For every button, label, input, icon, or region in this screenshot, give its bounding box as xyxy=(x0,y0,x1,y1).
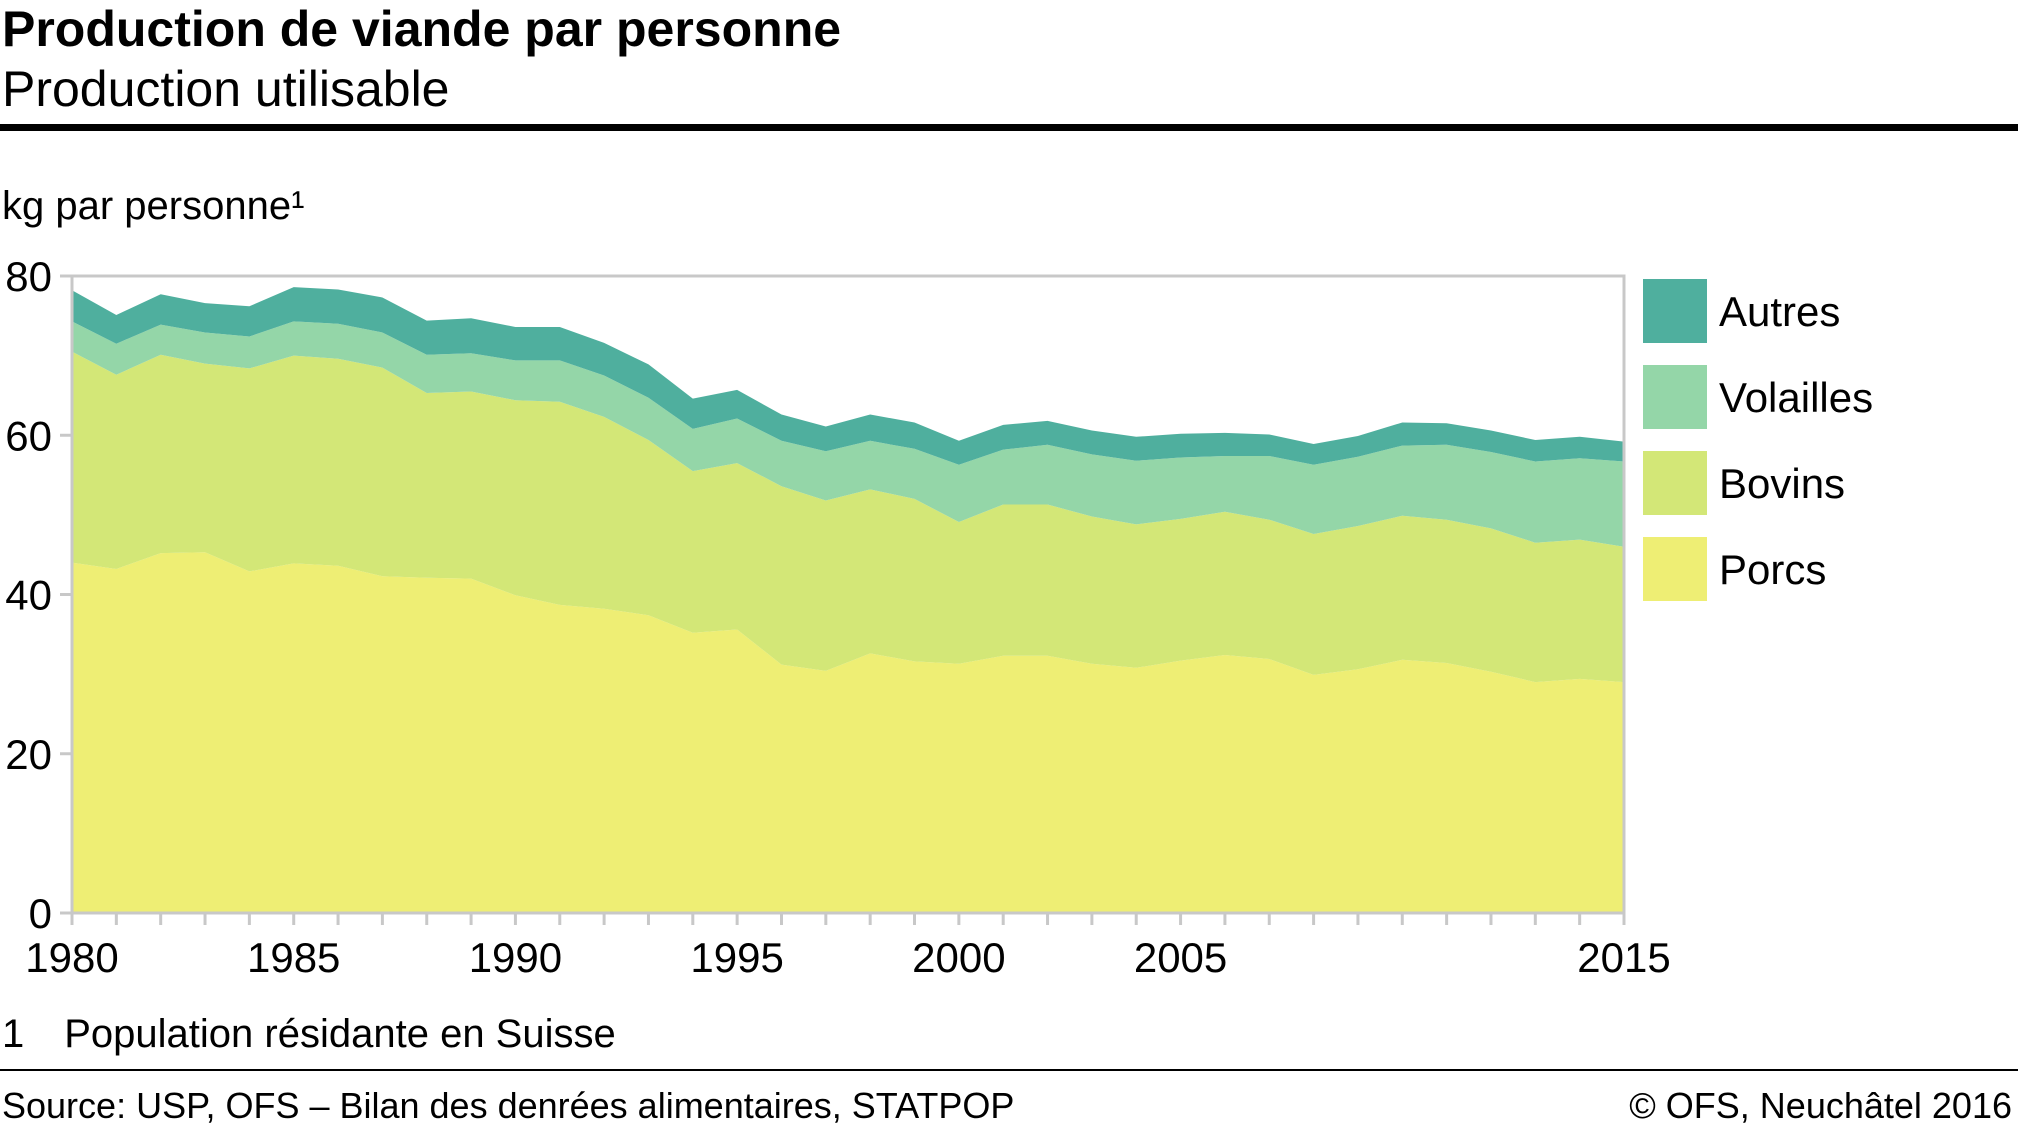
legend-swatch-porcs xyxy=(1643,537,1707,601)
source-note: Source: USP, OFS – Bilan des denrées ali… xyxy=(2,1085,1015,1126)
footer-divider xyxy=(0,1069,2018,1071)
area-porcs xyxy=(72,552,1624,913)
x-tick-label: 2005 xyxy=(1134,934,1227,981)
area-bovins xyxy=(72,351,1624,683)
chart-title: Production de viande par personne xyxy=(2,1,842,57)
y-axis-label: kg par personne¹ xyxy=(2,184,305,228)
x-tick-label: 2000 xyxy=(912,934,1005,981)
legend-label-bovins: Bovins xyxy=(1719,460,1845,507)
y-tick-label: 80 xyxy=(5,253,52,300)
copyright-note: © OFS, Neuchâtel 2016 xyxy=(1629,1085,2012,1126)
legend-swatch-bovins xyxy=(1643,451,1707,515)
axes: 1980 1985 1990 1995 2000 2005 2015 0 20 40 60 80 xyxy=(5,253,1670,981)
legend-label-volailles: Volailles xyxy=(1719,374,1873,421)
legend-swatch-autres xyxy=(1643,279,1707,343)
x-tick-label: 2015 xyxy=(1577,934,1670,981)
area-volailles xyxy=(72,321,1624,547)
y-tick-label: 0 xyxy=(29,890,52,937)
area-autres xyxy=(72,287,1624,465)
legend-label-porcs: Porcs xyxy=(1719,546,1826,593)
legend: Autres Volailles Bovins Porcs xyxy=(1643,279,1873,601)
legend-swatch-volailles xyxy=(1643,365,1707,429)
x-tick-label: 1995 xyxy=(690,934,783,981)
chart-subtitle: Production utilisable xyxy=(2,61,450,117)
x-tick-label: 1990 xyxy=(469,934,562,981)
y-tick-label: 60 xyxy=(5,412,52,459)
area-layers xyxy=(72,287,1624,913)
footnote: 1 Population résidante en Suisse xyxy=(2,1012,616,1056)
x-tick-label: 1980 xyxy=(25,934,118,981)
legend-label-autres: Autres xyxy=(1719,288,1840,335)
header-divider xyxy=(0,124,2018,131)
x-tick-label: 1985 xyxy=(247,934,340,981)
y-tick-label: 20 xyxy=(5,731,52,778)
y-tick-label: 40 xyxy=(5,572,52,619)
